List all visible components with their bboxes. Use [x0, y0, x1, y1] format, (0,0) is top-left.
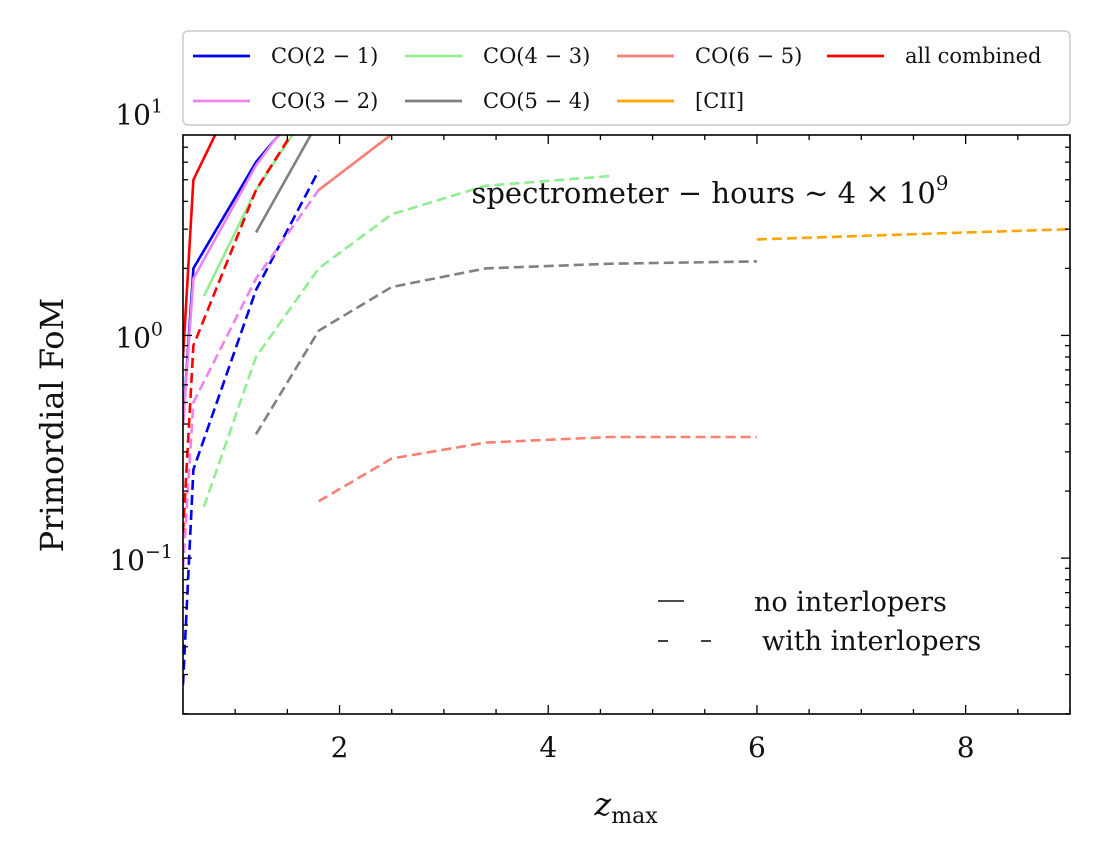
line-style-legend: no interlopers with interlopers	[658, 587, 981, 657]
series-co-3-2-dashed	[183, 135, 393, 569]
annotation-main: spectrometer − hours ∼ 4 × 10	[471, 176, 935, 210]
x-tick-label: 6	[748, 731, 766, 764]
y-tick-label: 10−1	[109, 541, 173, 577]
series-all-combined-dashed	[183, 135, 293, 533]
legend-label: [CII]	[695, 89, 744, 113]
no-interlopers-label: no interlopers	[754, 587, 947, 618]
legend-label: CO(3 − 2)	[271, 89, 378, 113]
series-co-5-4-solid	[254, 135, 313, 234]
series-co-6-5-solid	[317, 135, 394, 192]
x-tick-label: 8	[957, 731, 975, 764]
series-co-4-3-solid	[202, 135, 294, 297]
y-axis-label: Primordial FoM	[33, 298, 71, 553]
x-tick-label: 4	[539, 731, 557, 764]
spectrometer-hours-annotation: spectrometer − hours ∼ 4 × 109	[471, 171, 948, 210]
y-tick-label: 101	[115, 96, 163, 132]
legend-frame	[182, 30, 1071, 126]
legend-label: CO(5 − 4)	[483, 89, 590, 113]
annotation-exponent: 9	[936, 171, 949, 195]
x-tick-label: 2	[331, 731, 349, 764]
legend-label: CO(6 − 5)	[695, 44, 802, 68]
with-interlopers-label: with interlopers	[762, 626, 981, 657]
x-axis-label-main: z	[593, 785, 612, 823]
legend: CO(2 − 1) CO(4 − 3) CO(6 − 5) all combined C…	[182, 30, 1071, 126]
y-tick-label: 100	[115, 318, 163, 354]
series-co-2-1-dashed	[183, 169, 320, 685]
legend-label: all combined	[905, 44, 1042, 68]
legend-label: CO(4 − 3)	[483, 44, 590, 68]
series-co-6-5-dashed	[318, 435, 757, 503]
series-co-3-2-solid	[183, 135, 280, 425]
series-cii-dashed	[756, 227, 1070, 241]
x-axis-label: zmax	[593, 785, 658, 829]
series-co-5-4-dashed	[254, 260, 757, 435]
x-axis-label-sub: max	[611, 804, 658, 829]
legend-label: CO(2 − 1)	[271, 44, 378, 68]
series-co-4-3-dashed	[202, 174, 611, 508]
